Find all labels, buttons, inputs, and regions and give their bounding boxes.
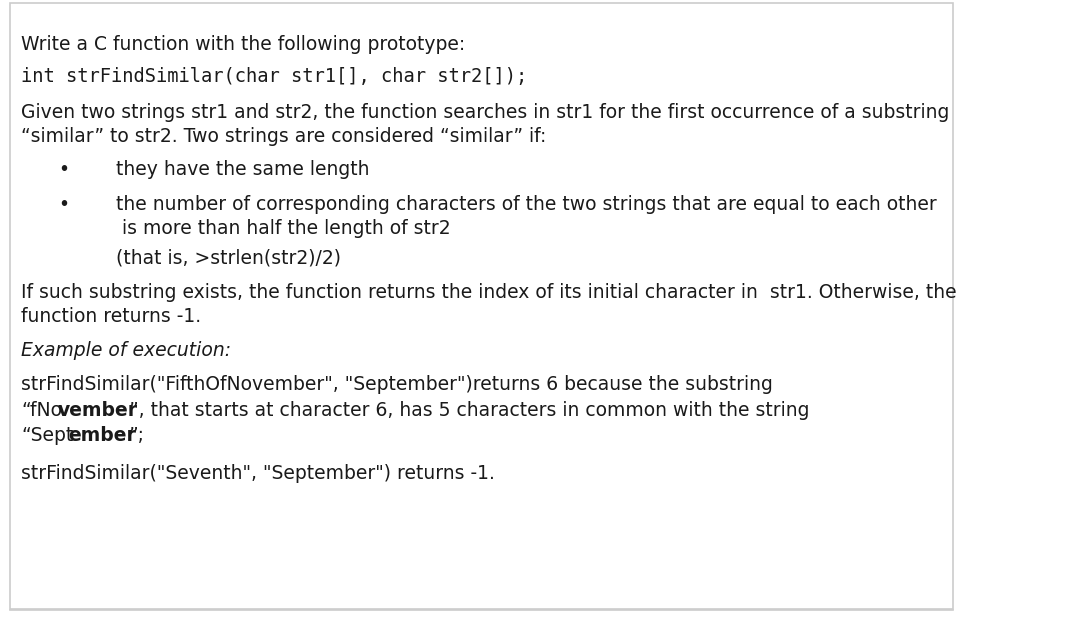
Text: is more than half the length of str2: is more than half the length of str2 <box>116 219 450 238</box>
Text: the number of corresponding characters of the two strings that are equal to each: the number of corresponding characters o… <box>116 195 936 214</box>
Text: strFindSimilar("Seventh", "September") returns -1.: strFindSimilar("Seventh", "September") r… <box>22 464 495 483</box>
Text: Example of execution:: Example of execution: <box>22 341 231 360</box>
Text: •: • <box>57 195 69 214</box>
Text: int strFindSimilar(char str1[], char str2[]);: int strFindSimilar(char str1[], char str… <box>22 67 527 86</box>
Text: they have the same length: they have the same length <box>116 160 369 179</box>
Text: If such substring exists, the function returns the index of its initial characte: If such substring exists, the function r… <box>22 283 957 302</box>
Text: strFindSimilar("FifthOfNovember", "September")returns 6 because the substring: strFindSimilar("FifthOfNovember", "Septe… <box>22 375 773 394</box>
Text: vember: vember <box>57 401 138 420</box>
Text: “Sept: “Sept <box>22 426 73 445</box>
Text: ”, that starts at character 6, has 5 characters in common with the string: ”, that starts at character 6, has 5 cha… <box>130 401 810 420</box>
Text: “similar” to str2. Two strings are considered “similar” if:: “similar” to str2. Two strings are consi… <box>22 127 546 146</box>
Text: •: • <box>57 160 69 179</box>
Text: ”;: ”; <box>129 426 145 445</box>
Text: function returns -1.: function returns -1. <box>22 307 201 327</box>
Text: ember: ember <box>68 426 136 445</box>
FancyBboxPatch shape <box>10 3 954 609</box>
Text: Given two strings str1 and str2, the function searches in str1 for the first occ: Given two strings str1 and str2, the fun… <box>22 103 949 122</box>
Text: Write a C function with the following prototype:: Write a C function with the following pr… <box>22 35 465 54</box>
Text: (that is, >strlen(str2)/2): (that is, >strlen(str2)/2) <box>116 249 340 268</box>
Text: “fNo: “fNo <box>22 401 63 420</box>
